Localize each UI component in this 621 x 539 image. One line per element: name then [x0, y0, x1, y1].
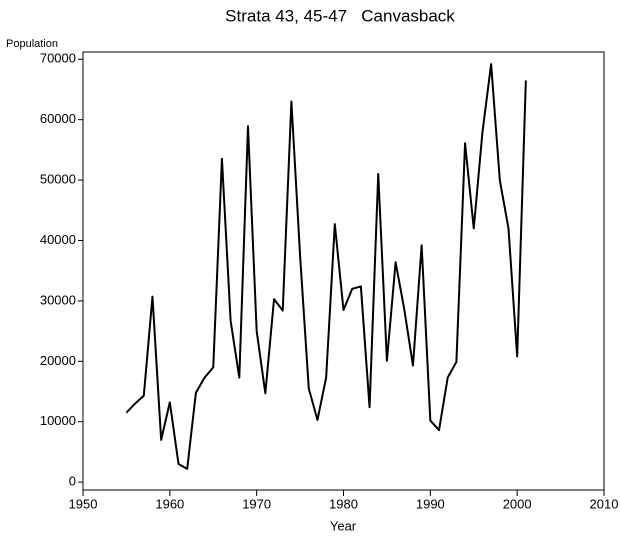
x-tick-label: 1970	[242, 496, 271, 511]
y-tick-label: 60000	[40, 111, 76, 126]
y-axis-label: Population	[6, 38, 58, 50]
x-tick-label: 1990	[416, 496, 445, 511]
x-tick-label: 2010	[590, 496, 619, 511]
y-tick-label: 30000	[40, 292, 76, 307]
x-tick-label: 2000	[503, 496, 532, 511]
x-tick-label: 1980	[329, 496, 358, 511]
y-tick-label: 50000	[40, 172, 76, 187]
data-line	[125, 63, 527, 470]
y-tick-label: 20000	[40, 353, 76, 368]
y-tick-label: 10000	[40, 413, 76, 428]
y-tick-label: 40000	[40, 232, 76, 247]
y-tick-label: 70000	[40, 51, 76, 66]
x-tick-label: 1950	[69, 496, 98, 511]
x-tick-label: 1960	[155, 496, 184, 511]
x-axis-label: Year	[330, 518, 357, 533]
y-tick-label: 0	[69, 474, 76, 489]
chart-title: Strata 43, 45-47 Canvasback	[225, 6, 455, 25]
